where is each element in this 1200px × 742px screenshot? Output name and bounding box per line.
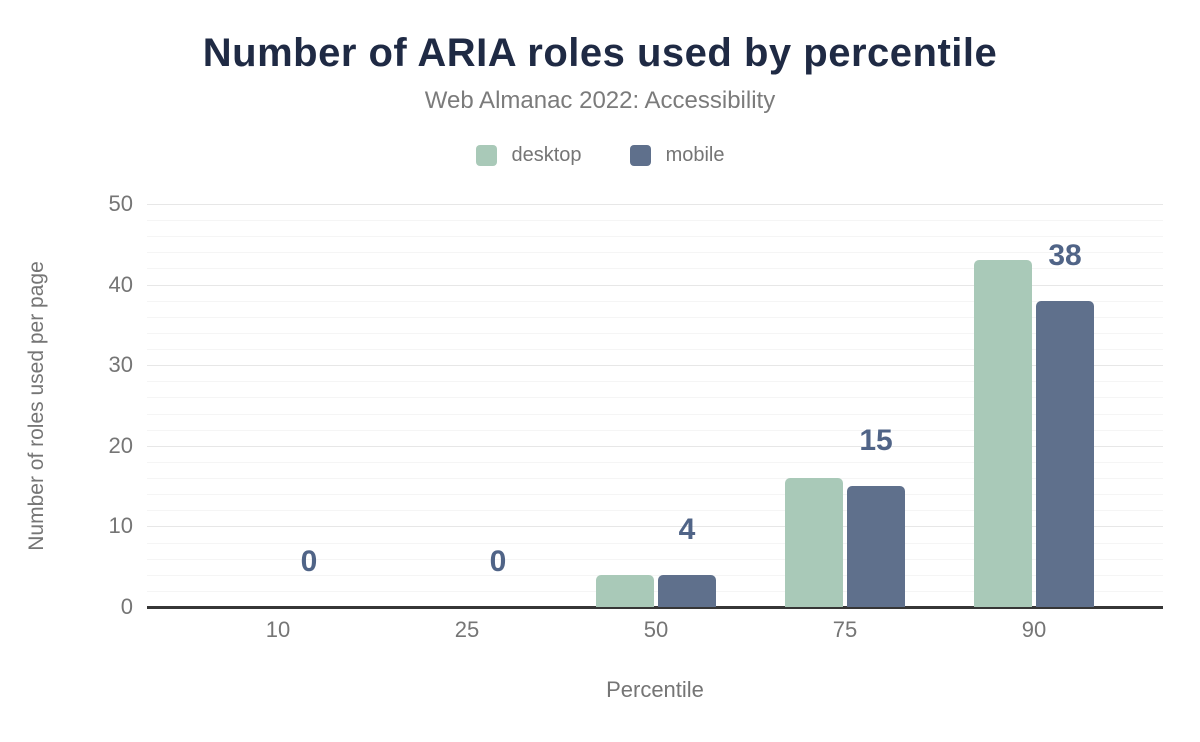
minor-gridline-46 [147, 236, 1163, 238]
major-gridline-50 [147, 204, 1163, 205]
minor-gridline-8 [147, 542, 1163, 544]
minor-gridline-22 [147, 429, 1163, 431]
bar-desktop-p75 [785, 478, 843, 607]
minor-gridline-42 [147, 268, 1163, 270]
major-gridline-30 [147, 365, 1163, 367]
data-label-p25: 0 [489, 545, 507, 578]
plot-area: 0 0 4 15 38 [147, 204, 1163, 609]
minor-gridline-2 [147, 590, 1163, 592]
legend-swatch-mobile [629, 144, 651, 166]
y-axis-title: Number of roles used per page [14, 204, 60, 607]
minor-gridline-34 [147, 332, 1163, 334]
x-tick-label-75: 75 [832, 617, 858, 642]
x-tick-label-50: 50 [643, 617, 669, 642]
bar-mobile-p75 [847, 486, 905, 607]
minor-gridline-18 [147, 461, 1163, 463]
legend: desktop mobile [0, 142, 1200, 168]
legend-swatch-desktop [475, 144, 497, 166]
minor-gridline-14 [147, 494, 1163, 496]
bar-desktop-p50 [596, 574, 654, 607]
minor-gridline-38 [147, 300, 1163, 302]
data-label-p90: 38 [1048, 238, 1082, 272]
legend-label-desktop: desktop [511, 143, 582, 166]
y-axis-title-text: Number of roles used per page [25, 260, 48, 551]
y-tick-label-0: 0 [120, 594, 133, 619]
x-tick-label-10: 10 [265, 617, 291, 642]
minor-gridline-12 [147, 510, 1163, 512]
chart-title: Number of ARIA roles used by percentile [202, 31, 998, 75]
data-label-p75: 15 [859, 424, 893, 458]
minor-gridline-24 [147, 413, 1163, 415]
legend-item-desktop: desktop [475, 143, 582, 167]
bar-mobile-p90 [1036, 300, 1094, 607]
major-gridline-10 [147, 526, 1163, 528]
chart-subtitle: Web Almanac 2022: Accessibility [424, 87, 776, 114]
minor-gridline-4 [147, 574, 1163, 576]
x-axis-line [147, 606, 1163, 609]
minor-gridline-48 [147, 220, 1163, 222]
y-tick-label-20: 20 [108, 432, 133, 458]
major-gridline-40 [147, 284, 1163, 286]
minor-gridline-6 [147, 558, 1163, 560]
data-label-p10: 0 [300, 545, 318, 578]
minor-gridline-16 [147, 478, 1163, 480]
minor-gridline-28 [147, 381, 1163, 383]
y-tick-label-40: 40 [108, 271, 133, 297]
legend-item-mobile: mobile [629, 143, 725, 167]
y-tick-label-50: 50 [108, 191, 133, 216]
minor-gridline-44 [147, 252, 1163, 254]
major-gridline-20 [147, 445, 1163, 447]
x-tick-label-25: 25 [454, 617, 480, 642]
data-label-p50: 4 [678, 512, 696, 546]
minor-gridline-26 [147, 397, 1163, 399]
y-tick-label-10: 10 [108, 513, 133, 539]
minor-gridline-32 [147, 349, 1163, 351]
y-tick-label-30: 30 [108, 352, 133, 378]
bar-mobile-p50 [658, 574, 716, 607]
x-tick-label-90: 90 [1021, 617, 1047, 642]
x-axis-title: Percentile [606, 677, 704, 702]
bar-desktop-p90 [974, 260, 1032, 607]
legend-label-mobile: mobile [665, 143, 725, 166]
minor-gridline-36 [147, 316, 1163, 318]
